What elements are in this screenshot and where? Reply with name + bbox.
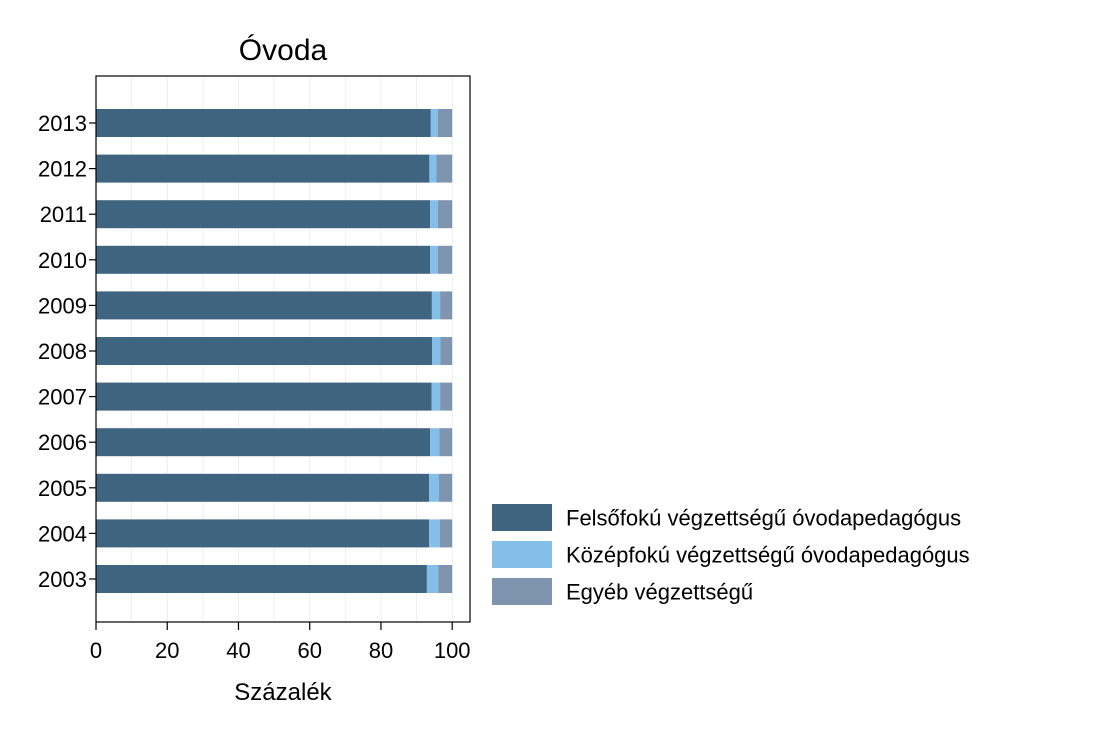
bar-segment-2009-1 <box>96 291 432 320</box>
x-tick-label: 100 <box>434 638 471 663</box>
x-tick-label: 60 <box>297 638 321 663</box>
y-tick-label: 2006 <box>38 430 87 455</box>
bar-segment-2003-1 <box>96 565 427 593</box>
y-tick-label: 2005 <box>38 476 87 501</box>
legend: Felsőfokú végzettségű óvodapedagógus Közé… <box>492 504 970 605</box>
bar-segment-2009-2 <box>431 291 441 320</box>
chart-title: Óvoda <box>239 34 328 67</box>
x-axis-label: Százalék <box>234 679 332 706</box>
bar-segment-2007-3 <box>440 382 453 411</box>
bar-segment-2004-3 <box>439 519 453 548</box>
bar-segment-2004-1 <box>96 519 430 548</box>
y-axis: 2013 2012 2011 2010 2009 2008 2007 2006 2005 2004… <box>38 111 96 592</box>
bar-segment-2007-1 <box>96 382 432 411</box>
bar-segment-2006-1 <box>96 428 431 457</box>
x-tick-label: 0 <box>90 638 102 663</box>
bar-segment-2012-1 <box>96 154 430 183</box>
bar-segment-2003-2 <box>426 565 439 593</box>
bar-segment-2012-2 <box>429 154 437 183</box>
y-tick-label: 2004 <box>38 521 87 546</box>
bar-segment-2006-3 <box>439 428 453 457</box>
plot-frame <box>95 75 471 623</box>
bar-segment-2007-2 <box>431 382 441 411</box>
bar-segment-2009-3 <box>440 291 453 320</box>
legend-swatch <box>492 578 552 605</box>
y-tick-label: 2003 <box>38 567 87 592</box>
bar-segment-2008-2 <box>432 337 441 365</box>
bar-segment-2004-2 <box>429 519 440 548</box>
y-tick-label: 2008 <box>38 339 87 364</box>
y-tick-label: 2011 <box>40 202 87 227</box>
bar-segment-2010-3 <box>437 245 453 274</box>
bar-segment-2008-1 <box>96 337 433 365</box>
bar-segment-2011-3 <box>437 200 453 229</box>
bars <box>96 109 453 593</box>
legend-label: Felsőfokú végzettségű óvodapedagógus <box>566 506 961 531</box>
x-tick-label: 80 <box>369 638 393 663</box>
bar-segment-2013-3 <box>437 109 453 137</box>
y-tick-label: 2012 <box>38 157 87 182</box>
legend-swatch <box>492 541 552 568</box>
bar-segment-2005-1 <box>96 473 430 502</box>
legend-label: Középfokú végzettségű óvodapedagógus <box>566 543 970 568</box>
bar-segment-2008-3 <box>440 337 453 365</box>
bar-segment-2013-1 <box>96 109 431 137</box>
bar-segment-2011-2 <box>430 200 438 229</box>
bar-segment-2005-2 <box>429 473 440 502</box>
y-tick-label: 2007 <box>38 385 87 410</box>
bar-segment-2011-1 <box>96 200 431 229</box>
y-tick-label: 2009 <box>38 293 87 318</box>
bar-segment-2010-2 <box>430 245 438 274</box>
y-tick-label: 2010 <box>38 248 87 273</box>
x-tick-label: 40 <box>226 638 250 663</box>
bar-segment-2010-1 <box>96 245 431 274</box>
bar-segment-2003-3 <box>438 565 453 593</box>
bar-segment-2005-3 <box>439 473 453 502</box>
bar-segment-2012-3 <box>436 154 453 183</box>
legend-label: Egyéb végzettségű <box>566 580 753 605</box>
y-tick-label: 2013 <box>38 111 87 136</box>
x-tick-label: 20 <box>155 638 179 663</box>
legend-swatch <box>492 504 552 531</box>
x-axis: 0 20 40 60 80 100 <box>90 622 471 663</box>
bar-segment-2006-2 <box>430 428 440 457</box>
bar-segment-2013-2 <box>430 109 438 137</box>
